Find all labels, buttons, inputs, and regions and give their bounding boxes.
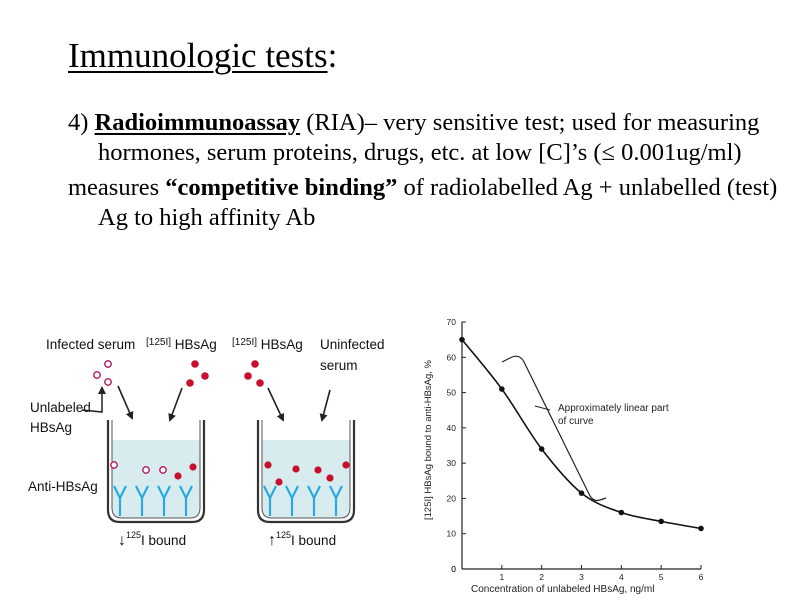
label-anti-hbsag: Anti-HBsAg (28, 479, 98, 494)
label-labeled-hbsag-1: [125I] HBsAg (146, 337, 217, 352)
label-infected-serum: Infected serum (46, 337, 135, 352)
label-labeled-hbsag-2: [125I] HBsAg (232, 337, 303, 352)
data-point (698, 525, 704, 532)
x-tick-label: 6 (699, 572, 704, 582)
x-tick-label: 5 (659, 572, 664, 582)
x-tick-label: 0 (451, 564, 456, 574)
annotation-leader (534, 405, 551, 411)
label-bound-down: ↓125I bound (118, 530, 186, 549)
labeled-antigens-free-2 (244, 360, 264, 387)
unlabeled-pointer (81, 386, 106, 413)
annotation-line-2: of curve (558, 416, 594, 427)
term-radioimmunoassay: Radioimmunoassay (94, 109, 301, 136)
binding-chart: 0 10 20 30 40 50 60 70 0 1 2 3 4 5 6 Approximately li… (423, 317, 704, 595)
data-point (618, 509, 625, 516)
labeled-antigens-free-1 (186, 360, 209, 387)
competitive-lead: measures (68, 174, 166, 201)
y-tick-label: 50 (447, 388, 457, 398)
x-tick-label: 4 (619, 572, 624, 582)
bullet-ria: 4) Radioimmunoassay (RIA)– very sensitiv… (68, 108, 788, 168)
competitive-description: of radiolabelled Ag + unlabelled (test) … (98, 174, 778, 231)
y-ticks: 0 10 20 30 40 50 60 70 (447, 317, 466, 574)
term-competitive-binding: “competitive binding” (165, 174, 398, 201)
y-tick-label: 40 (447, 423, 457, 433)
y-tick-label: 30 (447, 458, 457, 468)
x-ticks: 0 1 2 3 4 5 6 (451, 564, 703, 582)
y-tick-label: 70 (447, 317, 457, 327)
slide-title: Immunologic tests: (68, 36, 337, 76)
ria-description: (RIA)– very sensitive test; used for mea… (98, 109, 760, 166)
x-tick-label: 2 (539, 572, 544, 582)
binding-curve (461, 339, 702, 530)
linear-part-bracket (501, 355, 607, 502)
label-unlabeled: Unlabeled (30, 400, 91, 415)
label-unlabeled-hbsag: HBsAg (30, 420, 72, 435)
y-tick-label: 20 (447, 493, 457, 503)
y-tick-label: 0 (451, 564, 456, 574)
y-tick-label: 60 (447, 352, 457, 362)
unlabeled-antigens-free (93, 360, 112, 386)
y-axis-label: [125I] HBsAg bound to anti-HBsAg, % (423, 359, 434, 520)
data-point (499, 386, 505, 392)
slide-body: 4) Radioimmunoassay (RIA)– very sensitiv… (68, 108, 788, 233)
data-points (459, 336, 704, 532)
beaker-infected (106, 420, 206, 524)
arrows-into-beakers (117, 385, 331, 422)
data-point (658, 518, 664, 525)
data-point (538, 446, 545, 452)
x-tick-label: 3 (579, 572, 584, 582)
x-tick-label: 1 (499, 572, 504, 582)
data-point (578, 490, 585, 496)
slide-title-text: Immunologic tests (68, 36, 328, 75)
bullet-competitive: measures “competitive binding” of radiol… (68, 173, 788, 233)
slide-title-colon: : (327, 36, 338, 75)
annotation-line-1: Approximately linear part (558, 403, 669, 414)
label-uninfected: Uninfected (320, 337, 385, 352)
label-serum: serum (320, 358, 358, 373)
beaker-uninfected (256, 420, 356, 524)
label-bound-up: ↑125I bound (268, 530, 336, 549)
x-axis-label: Concentration of unlabeled HBsAg, ng/ml (471, 584, 654, 595)
y-tick-label: 10 (447, 529, 457, 539)
bullet-number: 4) (68, 109, 95, 136)
data-point (459, 336, 465, 343)
